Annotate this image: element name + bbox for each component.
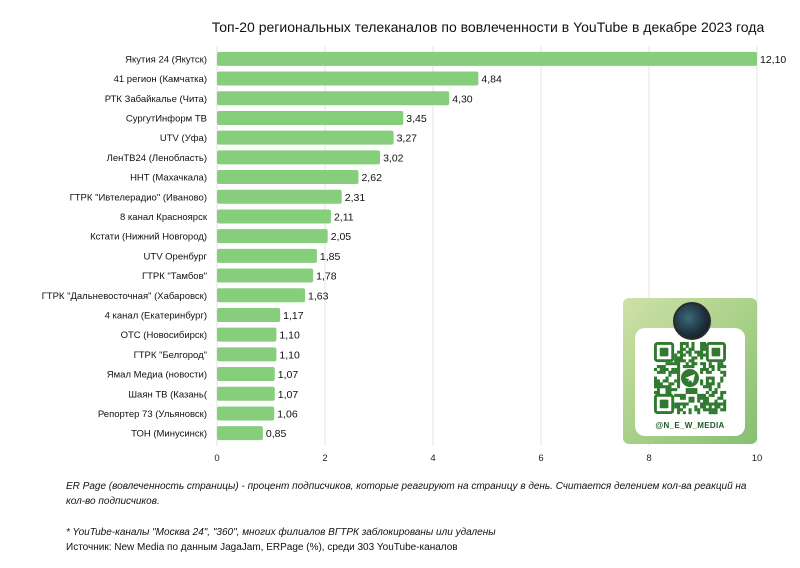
category-label: ОТС (Новосибирск) bbox=[121, 330, 207, 341]
bar bbox=[217, 406, 275, 421]
bar bbox=[217, 307, 281, 322]
bar bbox=[217, 71, 479, 86]
qr-card[interactable]: @N_E_W_MEDIA bbox=[623, 298, 757, 444]
value-label: 1,85 bbox=[320, 251, 341, 263]
bar bbox=[217, 386, 275, 401]
value-label: 3,27 bbox=[397, 133, 418, 145]
value-label: 1,63 bbox=[308, 290, 329, 302]
qr-code-panel: @N_E_W_MEDIA bbox=[635, 328, 745, 436]
bar bbox=[217, 110, 404, 125]
bar bbox=[217, 248, 317, 263]
chart-title: Топ-20 региональных телеканалов по вовле… bbox=[212, 19, 765, 35]
category-label: ННТ (Махачкала) bbox=[130, 173, 207, 184]
value-label: 0,85 bbox=[266, 428, 287, 440]
category-label: 41 регион (Камчатка) bbox=[114, 74, 207, 85]
category-label: ЛенТВ24 (Ленобласть) bbox=[107, 153, 207, 164]
chart: Топ-20 региональных телеканалов по вовле… bbox=[42, 19, 787, 464]
value-label: 1,07 bbox=[278, 369, 299, 381]
qr-code bbox=[654, 341, 727, 415]
bar bbox=[217, 91, 450, 106]
telegram-icon bbox=[681, 369, 699, 387]
bar bbox=[217, 170, 359, 185]
bar bbox=[217, 189, 342, 204]
value-label: 3,02 bbox=[383, 152, 404, 164]
bar bbox=[217, 150, 381, 165]
x-tick-label: 6 bbox=[538, 453, 543, 464]
category-label: ГТРК "Дальневосточная" (Хабаровск) bbox=[42, 291, 207, 302]
value-labels: 12,10 4,84 4,30 3,45 3,27 3,022,62 2,31 2,11 2,0… bbox=[266, 54, 787, 440]
value-label: 1,10 bbox=[279, 330, 300, 342]
bar bbox=[217, 367, 275, 382]
value-label: 1,78 bbox=[316, 271, 337, 283]
bar bbox=[217, 130, 394, 145]
category-label: Кстати (Нижний Новгород) bbox=[90, 232, 207, 243]
category-label: Репортер 73 (Ульяновск) bbox=[98, 409, 207, 420]
qr-handle: @N_E_W_MEDIA bbox=[655, 421, 725, 430]
bar bbox=[217, 327, 277, 342]
value-label: 2,05 bbox=[331, 231, 352, 243]
category-label: Якутия 24 (Якутск) bbox=[125, 54, 207, 65]
bar bbox=[217, 229, 328, 244]
category-label: Шаян ТВ (Казань( bbox=[128, 389, 208, 400]
category-label: ТОН (Минусинск) bbox=[131, 429, 207, 440]
value-label: 1,06 bbox=[277, 408, 298, 420]
category-labels: Якутия 24 (Якутск) 41 регион (Камчатка) РТ… bbox=[42, 54, 208, 439]
x-tick-label: 2 bbox=[322, 453, 327, 464]
bar bbox=[217, 347, 277, 362]
x-tick-label: 8 bbox=[646, 453, 651, 464]
category-label: РТК Забайкалье (Чита) bbox=[105, 94, 207, 105]
x-axis-ticks: 0 2 4 6 8 10 bbox=[214, 453, 762, 464]
value-label: 1,17 bbox=[283, 310, 304, 322]
category-label: 4 канал (Екатеринбург) bbox=[105, 310, 207, 321]
bars bbox=[217, 51, 757, 441]
blocked-channels-footnote: * YouTube-каналы "Москва 24", "360", мно… bbox=[66, 527, 496, 538]
category-label: UTV Оренбург bbox=[144, 251, 208, 262]
value-label: 3,45 bbox=[406, 113, 427, 125]
category-label: Ямал Медиа (новости) bbox=[107, 370, 207, 381]
value-label: 2,11 bbox=[334, 211, 354, 223]
category-label: СургутИнформ ТВ bbox=[126, 113, 207, 124]
er-definition-note: ER Page (вовлеченность страницы) - проце… bbox=[66, 481, 747, 507]
value-label: 2,62 bbox=[361, 172, 382, 184]
channel-avatar bbox=[673, 302, 711, 340]
qr-finder-pattern bbox=[654, 393, 675, 414]
source-note: Источник: New Media по данным JagaJam, E… bbox=[66, 542, 458, 553]
value-label: 4,30 bbox=[452, 93, 473, 105]
value-label: 1,07 bbox=[278, 389, 299, 401]
bar bbox=[217, 268, 314, 283]
qr-finder-pattern bbox=[654, 341, 675, 363]
x-tick-label: 4 bbox=[430, 453, 435, 464]
x-tick-label: 10 bbox=[752, 453, 763, 464]
value-label: 1,10 bbox=[279, 349, 300, 361]
category-label: ГТРК "Ивтелерадио" (Иваново) bbox=[70, 192, 207, 203]
value-label: 2,31 bbox=[345, 192, 366, 204]
qr-finder-pattern bbox=[705, 341, 726, 363]
chart-notes: ER Page (вовлеченность страницы) - проце… bbox=[66, 479, 756, 555]
bar bbox=[217, 209, 331, 224]
value-label: 4,84 bbox=[481, 74, 502, 86]
bar bbox=[217, 288, 306, 303]
category-label: ГТРК "Белгород" bbox=[134, 350, 207, 361]
category-label: ГТРК "Тамбов" bbox=[142, 271, 207, 282]
bar bbox=[217, 51, 757, 66]
category-label: UTV (Уфа) bbox=[160, 133, 207, 144]
bar bbox=[217, 426, 263, 441]
x-tick-label: 0 bbox=[214, 453, 219, 464]
category-label: 8 канал Красноярск bbox=[120, 212, 208, 223]
value-label: 12,10 bbox=[760, 54, 786, 66]
